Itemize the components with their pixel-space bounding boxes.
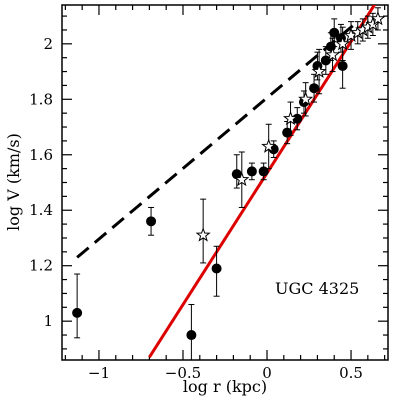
open-star-point xyxy=(311,63,327,78)
y-tick-label: 1.8 xyxy=(29,90,53,108)
filled-circle-point xyxy=(258,166,269,177)
filled-circle-point xyxy=(325,41,336,52)
filled-circle-point xyxy=(231,169,242,180)
open-star-point xyxy=(234,171,250,187)
data-points xyxy=(72,7,386,360)
open-star-point xyxy=(298,91,314,106)
filled-circle-point xyxy=(246,166,257,177)
filled-circle-point xyxy=(72,307,83,318)
galaxy-annotation: UGC 4325 xyxy=(275,279,359,298)
x-tick-label: −0.5 xyxy=(165,364,201,382)
y-tick-label: 1.4 xyxy=(29,201,53,219)
filled-circle-point xyxy=(211,263,222,274)
axis-ticks xyxy=(62,5,388,360)
x-tick-label: 0.5 xyxy=(339,364,363,382)
x-tick-label: 0 xyxy=(262,364,272,382)
filled-circle-point xyxy=(146,216,157,227)
open-star-point xyxy=(195,227,211,242)
y-tick-label: 2 xyxy=(43,35,53,53)
x-axis-label: log r (kpc) xyxy=(183,377,267,396)
filled-circle-point xyxy=(337,61,348,72)
filled-circle-point xyxy=(186,330,197,341)
y-tick-label: 1.6 xyxy=(29,146,53,164)
tick-labels: −1 −0.5 0 0.5 1 1.2 1.4 1.6 1.8 2 xyxy=(29,35,363,382)
open-star-point xyxy=(282,110,299,126)
open-star-point xyxy=(261,138,277,153)
open-star-point xyxy=(324,46,341,62)
open-star-point xyxy=(335,35,351,51)
y-tick-label: 1.2 xyxy=(29,257,53,275)
x-tick-label: −1 xyxy=(88,364,110,382)
y-axis-label: log V (km/s) xyxy=(4,133,23,231)
filled-circle-point xyxy=(320,55,331,66)
filled-circle-point xyxy=(329,27,340,38)
filled-circle-point xyxy=(309,83,320,94)
y-tick-label: 1 xyxy=(43,312,53,330)
open-star-point xyxy=(370,10,386,26)
dashed-fit-line xyxy=(76,23,356,259)
